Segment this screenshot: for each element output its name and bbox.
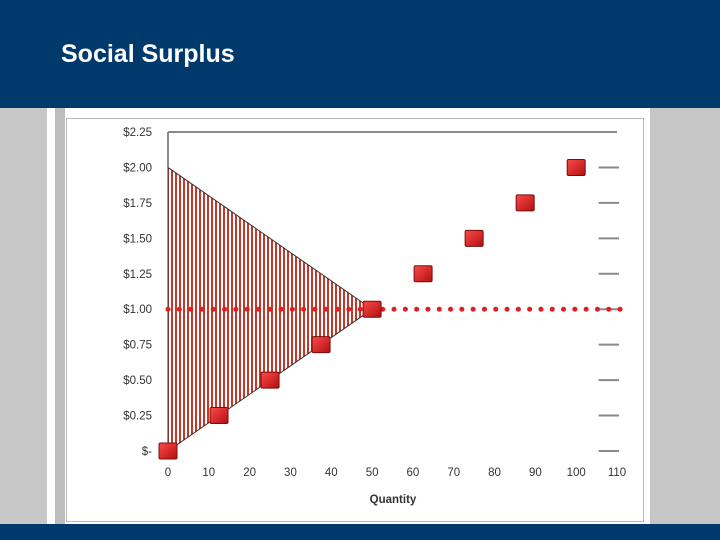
x-tick-label: 10 [202, 467, 215, 479]
x-axis-title: Quantity [370, 494, 417, 506]
x-tick-label: 90 [529, 467, 542, 479]
header-bar: Social Surplus [0, 0, 720, 108]
left-decorative-strip [0, 108, 47, 524]
y-tick-label: $2.25 [123, 127, 152, 139]
x-tick-label: 80 [488, 467, 501, 479]
footer-bar [0, 524, 720, 540]
y-tick-label: $- [142, 446, 152, 458]
data-point-marker [260, 371, 280, 389]
y-tick-label: $1.00 [123, 304, 152, 316]
data-point-marker [566, 158, 586, 176]
data-point-marker [311, 336, 331, 354]
y-tick-label: $0.25 [123, 411, 152, 423]
x-tick-label: 100 [567, 467, 586, 479]
chart: $- $0.25 $0.50 $0.75 $1.00 $1.25 $1.50 $1.75 $2.… [123, 127, 626, 506]
x-tick-label: 30 [284, 467, 297, 479]
y-tick-label: $1.75 [123, 198, 152, 210]
left-strip-inner [55, 108, 65, 524]
data-point-marker [515, 194, 535, 212]
y-tick-label: $1.50 [123, 233, 152, 245]
right-decorative-strip [650, 108, 720, 524]
y-tick-label: $0.75 [123, 340, 152, 352]
x-tick-label: 0 [165, 467, 171, 479]
slide-title: Social Surplus [61, 40, 235, 68]
y-tick-label: $1.25 [123, 269, 152, 281]
x-tick-label: 110 [608, 467, 626, 479]
y-tick-label: $0.50 [123, 375, 152, 387]
data-point-marker [413, 265, 433, 283]
x-tick-label: 20 [243, 467, 256, 479]
data-point-marker [158, 442, 178, 460]
data-point-marker [362, 300, 382, 318]
y-tick-label: $2.00 [123, 162, 152, 174]
data-point-marker [209, 407, 229, 425]
x-tick-label: 70 [447, 467, 460, 479]
x-tick-label: 50 [366, 467, 379, 479]
data-point-marker [464, 229, 484, 247]
left-strip-divider [47, 108, 55, 524]
x-tick-label: 40 [325, 467, 338, 479]
x-tick-label: 60 [407, 467, 420, 479]
chart-frame: $- $0.25 $0.50 $0.75 $1.00 $1.25 $1.50 $1.75 $2.… [66, 118, 644, 522]
